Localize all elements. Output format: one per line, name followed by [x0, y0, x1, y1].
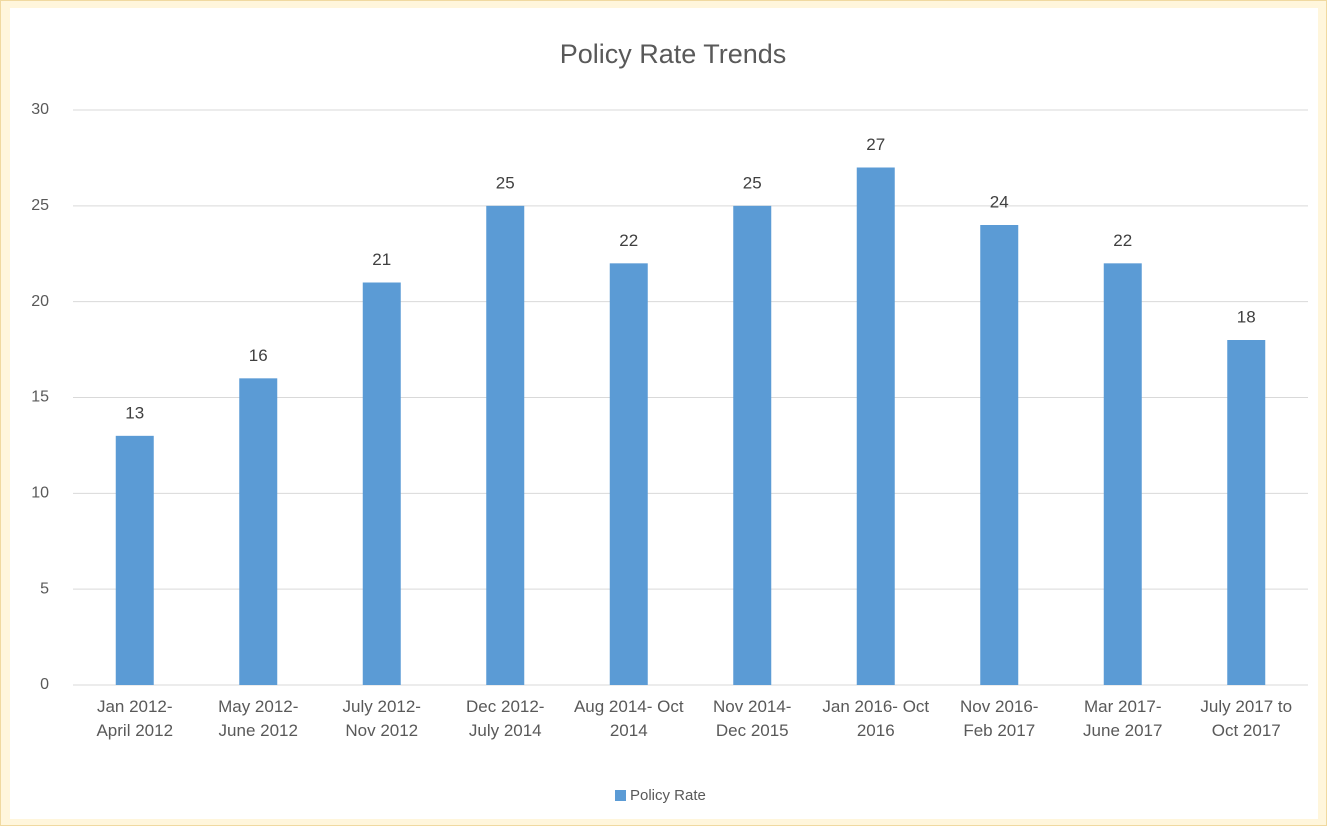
x-tick-label: July 2017 to Oct 2017 — [1200, 697, 1292, 740]
data-label: 25 — [743, 173, 762, 192]
bar — [980, 225, 1019, 685]
x-tick-label: Nov 2014-Dec 2015 — [713, 697, 791, 740]
bar — [1227, 340, 1266, 685]
y-tick-label: 30 — [31, 101, 49, 118]
data-label: 27 — [866, 135, 885, 154]
y-tick-label: 15 — [31, 389, 49, 406]
chart-title: Policy Rate Trends — [560, 39, 787, 69]
data-label: 13 — [125, 403, 144, 422]
x-tick-label: Mar 2017-June 2017 — [1083, 697, 1162, 740]
y-tick-label: 25 — [31, 197, 49, 214]
chart: Policy Rate Trends 0 5 10 15 20 25 30 Jan 2012-… — [10, 8, 1318, 819]
bar — [1103, 263, 1142, 685]
bar — [856, 167, 895, 685]
data-label: 25 — [496, 173, 515, 192]
bar — [239, 378, 278, 685]
data-label: 22 — [1113, 231, 1132, 250]
y-tick-label: 20 — [31, 293, 49, 310]
x-tick-label: Nov 2016-Feb 2017 — [960, 697, 1038, 740]
bar — [609, 263, 648, 685]
legend-swatch — [615, 790, 626, 801]
bar — [733, 205, 772, 686]
bar — [115, 435, 154, 685]
legend-label: Policy Rate — [630, 787, 706, 804]
x-tick-label: Aug 2014- Oct 2014 — [574, 697, 684, 740]
data-label: 22 — [619, 231, 638, 250]
x-tick-label: May 2012-June 2012 — [218, 697, 298, 740]
x-tick-label: Jan 2012-April 2012 — [96, 697, 173, 740]
y-tick-label: 5 — [40, 580, 49, 597]
x-tick-label: July 2012-Nov 2012 — [343, 697, 421, 740]
y-tick-label: 10 — [31, 485, 49, 502]
bar — [486, 205, 525, 686]
x-tick-label: Dec 2012-July 2014 — [466, 697, 544, 740]
data-label: 16 — [249, 346, 268, 365]
data-label: 24 — [990, 192, 1009, 211]
bar — [362, 282, 401, 685]
y-tick-label: 0 — [40, 676, 49, 693]
data-label: 18 — [1237, 307, 1256, 326]
x-tick-label: Jan 2016- Oct 2016 — [822, 697, 929, 740]
data-label: 21 — [372, 250, 391, 269]
